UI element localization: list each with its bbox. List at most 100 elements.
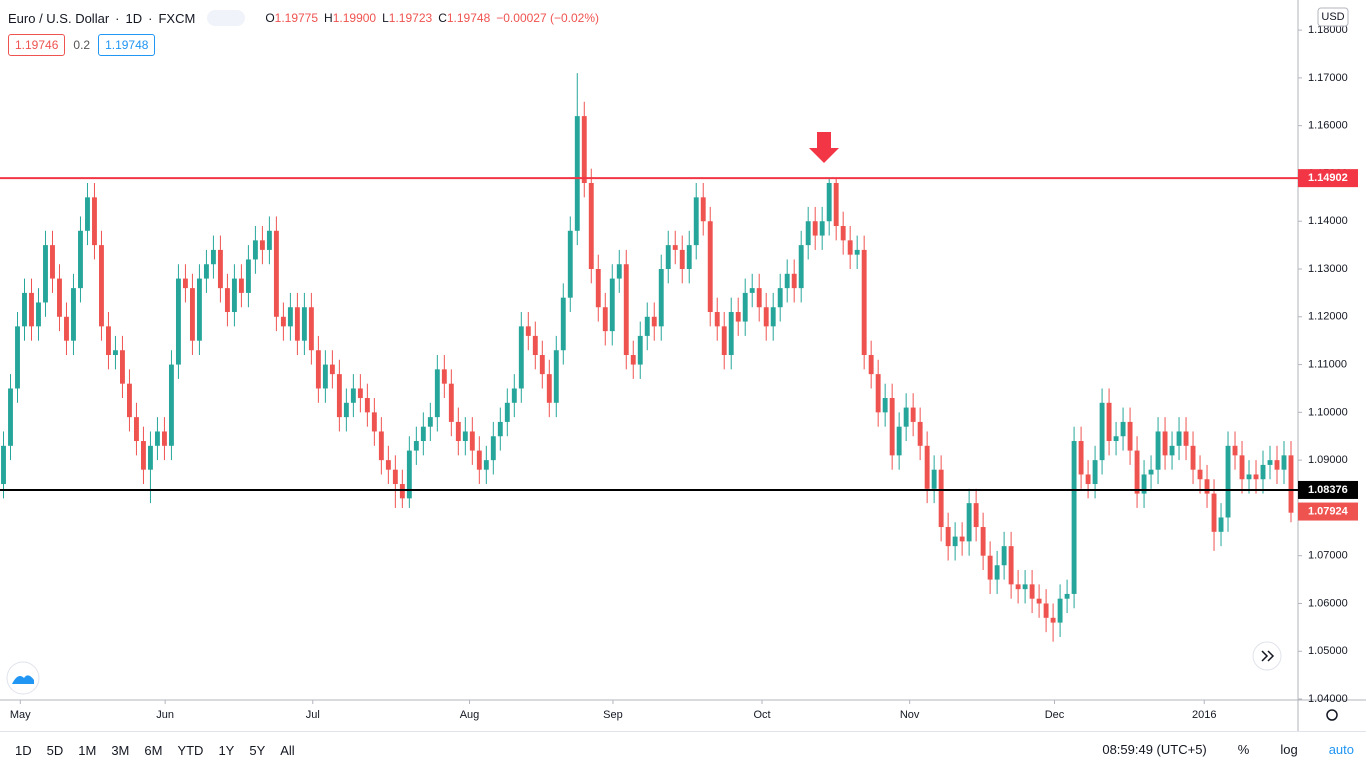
ohlc-value: 1.19723: [388, 11, 433, 25]
candle-body: [427, 417, 433, 427]
candle-body: [385, 460, 391, 470]
clock: 08:59:49 (UTC+5): [1102, 742, 1207, 757]
scroll-icon: [1261, 650, 1275, 662]
spread: 0.2: [73, 38, 91, 52]
candle-body: [15, 326, 20, 389]
candle-body: [1232, 445, 1238, 456]
candle-body: [861, 249, 867, 356]
ohlc-value: 1.19775: [274, 11, 319, 25]
y-tick-label: 1.07000: [1308, 550, 1348, 562]
candle-body: [882, 398, 888, 413]
ohlc-key: O: [265, 11, 275, 25]
candle-body: [1225, 445, 1231, 518]
candle-body: [777, 288, 783, 308]
candle-body: [1274, 460, 1280, 470]
candle-body: [546, 374, 552, 403]
range-button[interactable]: 5D: [46, 743, 64, 758]
sep: ·: [148, 10, 153, 26]
candle-body: [945, 527, 951, 547]
candle-body: [147, 445, 153, 470]
ask[interactable]: 1.19748: [98, 34, 156, 56]
price-tag: [1298, 169, 1358, 188]
quote-boxes: 1.19746 0.2 1.19748: [8, 34, 156, 56]
range-button[interactable]: 3M: [111, 743, 130, 758]
range-button[interactable]: 6M: [144, 743, 163, 758]
candle-body: [301, 307, 307, 341]
candle-body: [36, 302, 41, 327]
candle-body: [1190, 445, 1196, 470]
x-tick-label: Aug: [460, 709, 480, 721]
legend: Euro / U.S. Dollar · 1D · FXCM O1.19775 H1.…: [8, 10, 599, 26]
candle-body: [1148, 469, 1154, 475]
candle-body: [175, 278, 181, 365]
candle-body: [1197, 469, 1203, 480]
candle-body: [22, 292, 27, 327]
candle-body: [959, 536, 965, 542]
candle-body: [189, 288, 195, 341]
candle-body: [357, 388, 363, 399]
range-button[interactable]: 1Y: [218, 743, 235, 758]
price-axis-bg: [1298, 0, 1366, 731]
percent-toggle[interactable]: %: [1237, 742, 1250, 757]
candle-body: [371, 412, 377, 432]
candle-body: [763, 307, 769, 327]
y-tick-label: 1.09000: [1308, 454, 1348, 466]
candle-body: [92, 197, 97, 246]
candle-body: [392, 469, 398, 485]
bid[interactable]: 1.19746: [8, 34, 66, 56]
candle-body: [980, 527, 986, 556]
currency-box: [1317, 7, 1349, 27]
interval: 1D: [125, 10, 143, 26]
y-tick-label: 1.17000: [1308, 72, 1348, 84]
log-toggle[interactable]: log: [1280, 742, 1298, 757]
candle-body: [728, 312, 734, 356]
source: FXCM: [158, 10, 196, 26]
y-tick-label: 1.10000: [1308, 406, 1348, 418]
chart: 1.040001.050001.060001.070001.080001.090…: [0, 0, 1366, 731]
candle-body: [693, 197, 699, 246]
range-button[interactable]: YTD: [177, 743, 204, 758]
candle-body: [1169, 445, 1175, 456]
candle-body: [266, 230, 272, 250]
candle-body: [672, 245, 678, 250]
price-tag-label: 1.14902: [1308, 172, 1348, 184]
candle-body: [1113, 436, 1119, 442]
candle-body: [490, 436, 496, 461]
candle-body: [819, 221, 825, 236]
candle-body: [553, 350, 559, 403]
y-tick-label: 1.12000: [1308, 311, 1348, 323]
candle-body: [784, 273, 790, 289]
candle-body: [1176, 431, 1182, 446]
auto-toggle[interactable]: auto: [1328, 742, 1354, 757]
candle-body: [805, 221, 811, 246]
candle-body: [1064, 593, 1070, 599]
ohlc-item: H1.19900: [324, 11, 376, 25]
candle-body: [406, 450, 412, 499]
candle-body: [847, 240, 853, 255]
candle-body: [1057, 598, 1063, 623]
candle-body: [588, 183, 594, 270]
range-button[interactable]: 1D: [15, 743, 32, 758]
range-button[interactable]: 5Y: [249, 743, 266, 758]
ohlc-value: 1.19900: [332, 11, 377, 25]
candle-body: [966, 503, 972, 542]
candle-body: [1001, 546, 1007, 566]
candle-body: [322, 364, 328, 389]
candle-body: [616, 264, 622, 279]
candle-body: [1162, 431, 1168, 456]
candle-body: [29, 292, 34, 327]
candle-body: [1078, 441, 1084, 475]
range-button[interactable]: 1M: [78, 743, 97, 758]
x-tick-label: Jul: [306, 709, 320, 721]
candle-body: [1120, 421, 1126, 437]
candle-body: [812, 221, 818, 236]
ohlc-key: C: [438, 11, 447, 25]
candle-body: [875, 374, 881, 413]
candle-body: [245, 259, 251, 293]
candle-body: [735, 312, 741, 322]
settings-icon[interactable]: [1326, 709, 1338, 721]
candle-body: [434, 369, 440, 418]
range-button[interactable]: All: [280, 743, 295, 758]
ohlc-item: O1.19775: [265, 11, 318, 25]
